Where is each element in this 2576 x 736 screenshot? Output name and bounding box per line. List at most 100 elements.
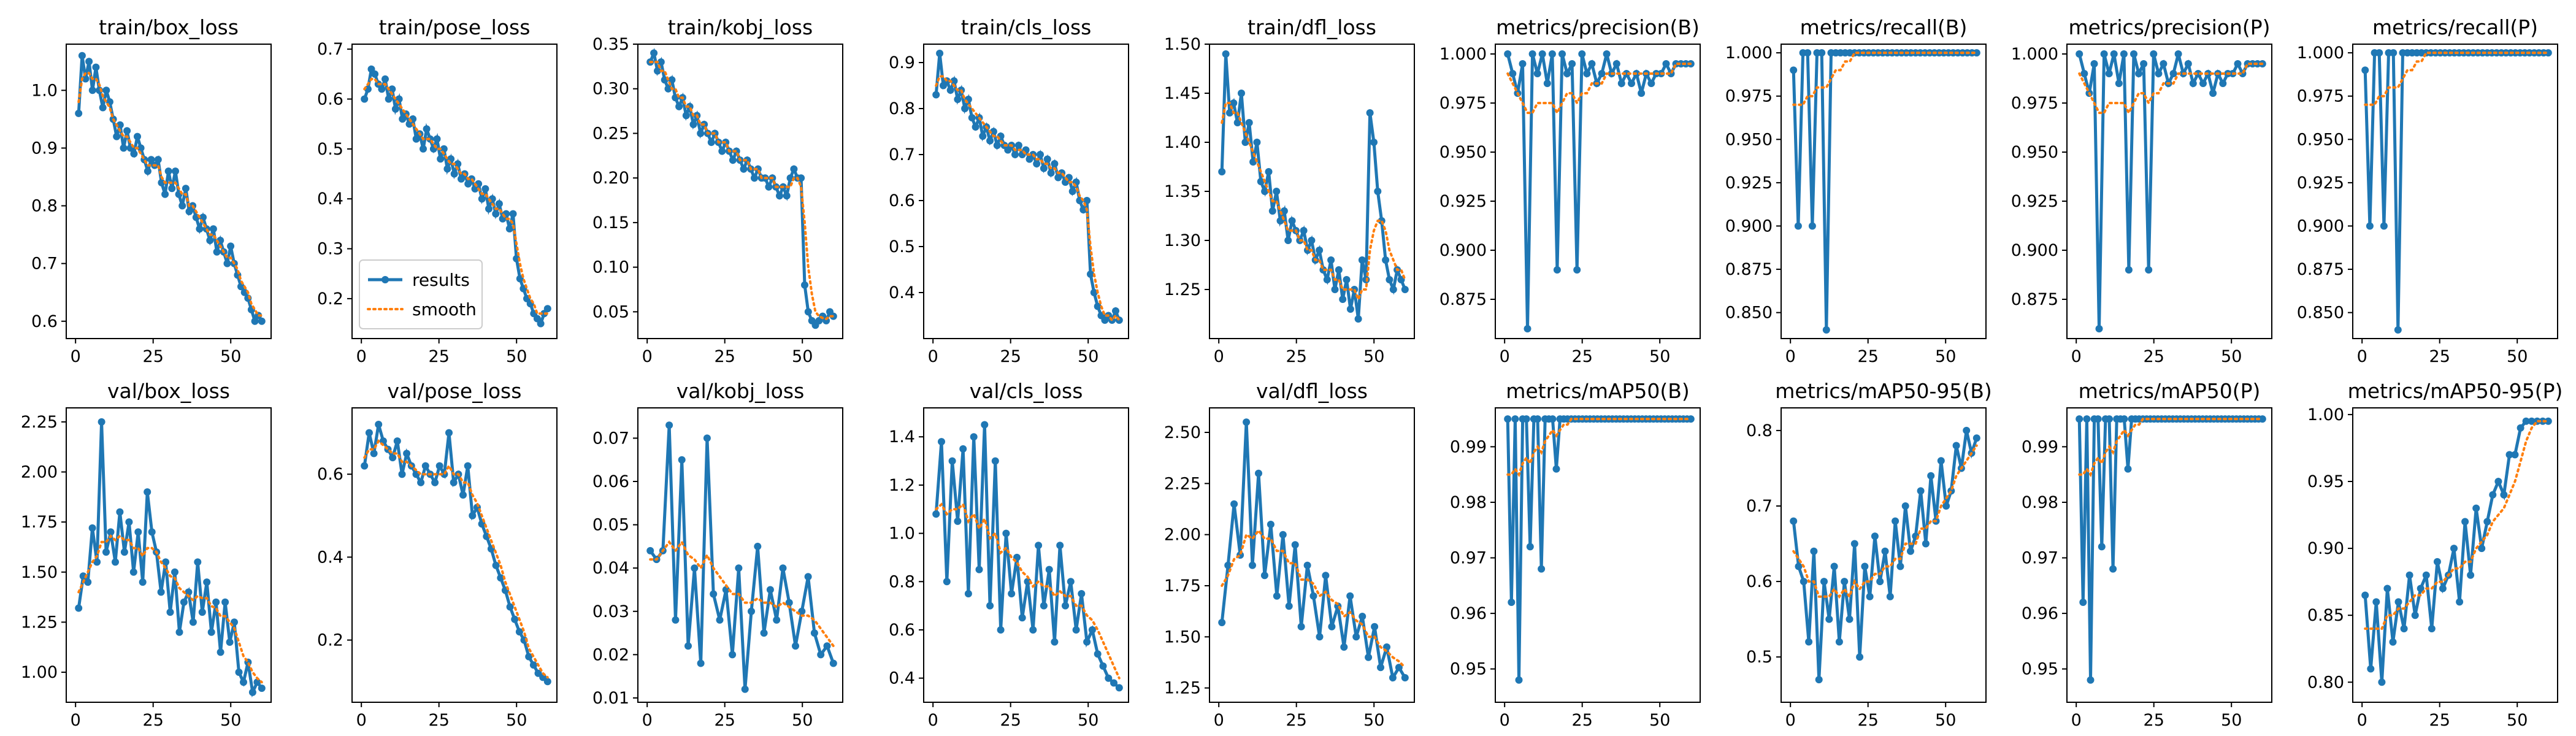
y-tick-label: 0.30 [592,80,629,99]
data-point-results [1288,217,1296,224]
data-point-results [1331,286,1339,293]
data-point-results [2174,50,2182,58]
data-point-results [381,75,389,83]
data-point-results [2160,60,2168,67]
data-point-results [689,120,697,128]
data-point-results [993,142,1001,149]
data-point-results [2372,598,2380,606]
data-point-results [932,91,940,99]
data-point-results [178,202,186,210]
y-tick-label: 0.6 [1746,572,1773,591]
y-tick-label: 1.00 [21,663,58,682]
data-point-results [137,144,145,152]
x-tick-label: 50 [2221,347,2242,366]
y-tick-label: 2.25 [1164,474,1201,493]
data-point-results [147,156,155,164]
data-point-results [989,128,997,136]
data-point-results [650,49,658,57]
data-point-results [84,578,92,586]
data-point-results [1515,676,1523,684]
data-point-results [1340,643,1348,651]
x-tick-label: 25 [715,711,735,730]
axes-frame [2352,44,2558,339]
data-point-results [751,174,758,182]
y-tick-label: 2.00 [1164,526,1201,545]
y-tick-label: 0.3 [317,240,343,259]
data-point-results [1079,206,1087,213]
data-point-results [1810,547,1818,555]
data-point-results [125,518,133,526]
series-line-results [1792,430,1979,680]
data-point-results [2194,70,2202,77]
x-tick-label: 0 [642,347,653,366]
data-point-results [1285,602,1293,610]
data-point-results [817,651,825,659]
data-point-results [148,528,156,536]
axes-frame [1781,44,1987,339]
data-point-results [1534,415,1541,423]
data-point-results [1339,296,1347,303]
data-point-results [166,608,174,616]
data-point-results [1343,276,1351,283]
data-point-results [223,259,231,267]
data-point-results [2189,80,2197,87]
y-tick-label: 1.75 [21,513,58,532]
data-point-results [393,437,401,445]
data-point-results [1504,50,1512,58]
y-tick-label: 1.000 [2011,45,2058,64]
panel-val-box-loss: val/box_loss 0 25 50 1.00 1.25 1.50 1.75 2.00 2.2… [21,379,272,730]
data-point-results [2380,222,2388,230]
x-tick-label: 25 [1858,347,1879,366]
data-point-results [107,528,115,536]
axes-frame [637,44,843,339]
data-point-results [1794,222,1802,230]
data-point-results [954,517,962,525]
y-tick-label: 0.10 [592,258,629,277]
x-tick-label: 25 [429,347,450,366]
data-point-results [481,185,489,193]
data-point-results [88,86,96,94]
data-point-results [2500,491,2508,499]
y-tick-label: 0.2 [317,631,343,650]
y-tick-label: 0.4 [889,669,915,688]
data-point-results [1238,90,1245,97]
data-point-results [258,684,266,692]
data-point-results [1040,602,1048,610]
data-point-results [2517,424,2524,432]
data-point-results [2150,50,2158,58]
data-point-results [98,418,105,426]
axes-frame [923,44,1129,339]
data-point-results [678,456,686,464]
data-point-results [130,150,138,158]
data-point-results [2199,80,2207,87]
data-point-results [1040,164,1048,172]
data-point-results [1937,457,1945,465]
data-point-results [2125,266,2133,274]
y-tick-label: 0.5 [1746,648,1773,667]
axes-frame [2066,44,2272,339]
data-point-results [703,434,711,442]
y-tick-label: 0.03 [592,602,629,621]
data-point-results [2489,491,2497,499]
data-point-results [729,651,737,659]
y-tick-label: 1.2 [889,476,915,495]
data-point-results [2478,545,2486,553]
x-tick-label: 50 [2507,711,2528,730]
x-tick-label: 0 [1500,711,1510,730]
x-tick-label: 25 [143,347,164,366]
data-point-results [1622,70,1630,77]
x-tick-label: 50 [2507,347,2528,366]
data-point-results [1835,638,1843,646]
data-point-results [1346,592,1354,600]
data-point-results [1265,168,1273,175]
data-point-results [2494,478,2502,485]
y-tick-label: 1.50 [1164,627,1201,646]
data-point-results [464,462,472,470]
data-point-results [1224,561,1232,569]
data-point-results [235,669,243,676]
data-point-results [1508,599,1516,606]
data-point-results [1519,60,1527,67]
data-point-results [164,167,172,175]
data-point-results [2389,638,2397,646]
data-point-results [1522,415,1530,423]
